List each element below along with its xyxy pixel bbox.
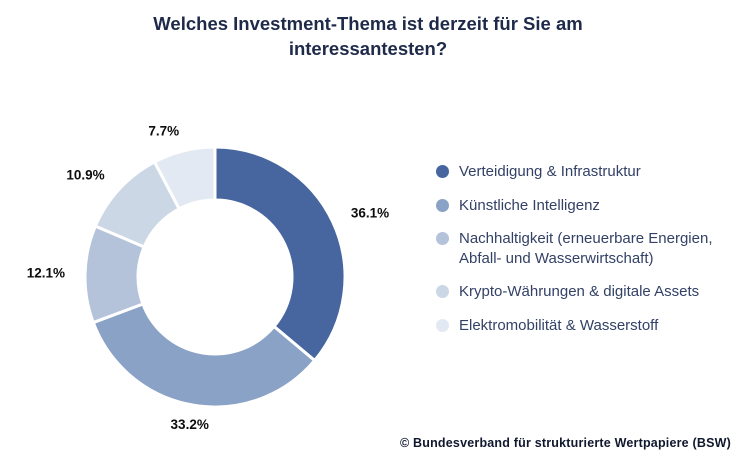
donut-chart-svg: 36.1% 33.2% 12.1% 10.9% 7.7%	[27, 123, 389, 432]
slice-value-label-3: 10.9%	[66, 167, 104, 182]
slice-value-label-0: 36.1%	[351, 206, 389, 221]
legend-dot-icon	[436, 232, 449, 245]
legend-dot-icon	[436, 165, 449, 178]
legend-item-3: Krypto-Währungen & digitale Assets	[436, 282, 728, 302]
legend-item-2: Nachhaltigkeit (erneuerbare Energien, Ab…	[436, 229, 728, 268]
legend-item-0: Verteidigung & Infrastruktur	[436, 162, 728, 182]
legend-dot-icon	[436, 318, 449, 332]
slice-value-label-2: 12.1%	[27, 266, 65, 281]
donut-slice-1	[91, 302, 317, 409]
copyright-text: © Bundesverband für strukturierte Wertpa…	[399, 436, 731, 450]
legend-dot-icon	[436, 285, 449, 298]
donut-slice-4	[152, 145, 217, 211]
chart-legend: Verteidigung & Infrastruktur Künstliche I…	[436, 162, 728, 349]
legend-item-1: Künstliche Intelligenz	[436, 196, 728, 216]
legend-dot-icon	[436, 198, 449, 212]
legend-item-4: Elektromobilität & Wasserstoff	[436, 316, 728, 336]
legend-label: Künstliche Intelligenz	[459, 196, 600, 214]
legend-label: Verteidigung & Infrastruktur	[459, 163, 641, 180]
legend-label: Krypto-Währungen & digitale Assets	[459, 283, 700, 300]
donut-chart: 36.1% 33.2% 12.1% 10.9% 7.7%	[0, 110, 420, 455]
donut-slice-0	[213, 145, 347, 363]
slice-value-label-1: 33.2%	[171, 417, 209, 432]
legend-label: Elektromobilität & Wasserstoff	[459, 316, 659, 334]
slice-value-label-4: 7.7%	[148, 123, 179, 138]
legend-label: Nachhaltigkeit (erneuerbare Energien, Ab…	[459, 230, 713, 267]
chart-title: Welches Investment-Thema ist derzeit für…	[153, 13, 583, 59]
